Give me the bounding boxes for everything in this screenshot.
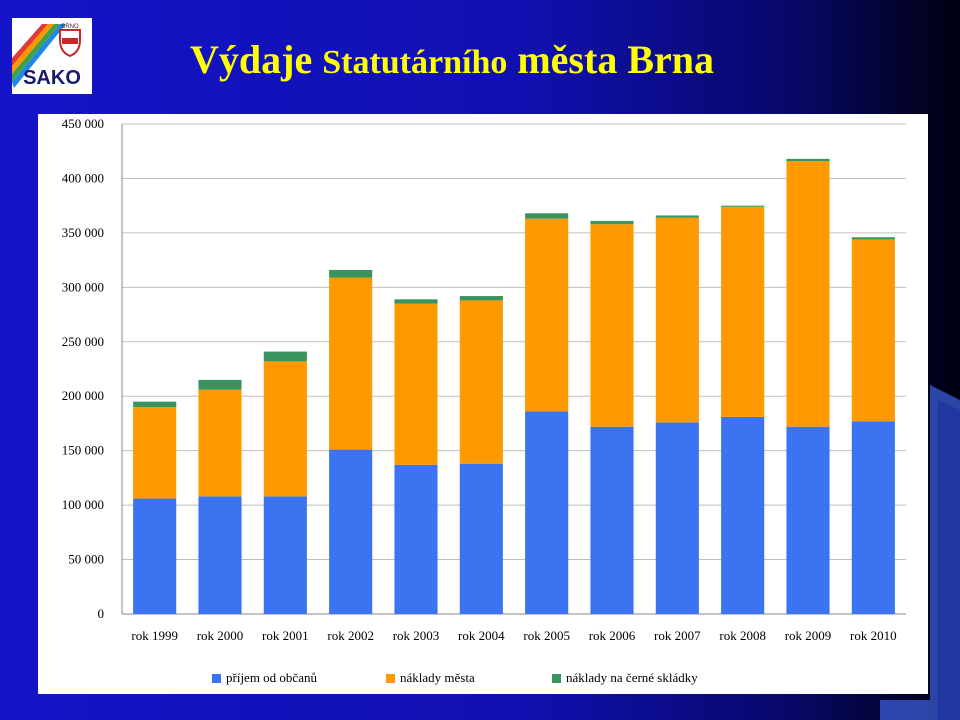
bar-segment-1: [459, 463, 503, 614]
legend-label: náklady města: [400, 670, 475, 685]
bar-segment-1: [655, 422, 699, 614]
legend-label: příjem od občanů: [226, 670, 317, 685]
y-tick-label: 450 000: [62, 116, 104, 131]
bar-segment-3: [394, 299, 438, 304]
bar-segment-2: [655, 217, 699, 423]
chart-area: 0 50 000 100 000 150 000 200 000 250 000 300 0…: [38, 114, 928, 694]
y-tick-label: 50 000: [68, 552, 104, 567]
bar-segment-2: [263, 361, 307, 497]
logo-subtext: BRNO: [61, 24, 79, 30]
legend-label: náklady na černé skládky: [566, 670, 698, 685]
sako-logo: BRNO SAKO: [12, 18, 92, 94]
title-part-2: Statutárního: [322, 44, 508, 81]
logo-text: SAKO: [23, 67, 81, 89]
x-tick-label: rok 2000: [197, 628, 244, 643]
chart-legend: příjem od občanů náklady města náklady na …: [38, 670, 928, 690]
y-tick-label: 250 000: [62, 334, 104, 349]
bar-segment-2: [721, 206, 765, 417]
bar-segment-3: [721, 205, 765, 207]
legend-swatch: [552, 673, 561, 683]
y-tick-label: 350 000: [62, 225, 104, 240]
legend-swatch: [386, 673, 395, 683]
bar-segment-1: [329, 449, 373, 614]
title-part-1: Výdaje: [190, 37, 313, 82]
bar-segment-1: [394, 464, 438, 614]
bar-segment-3: [329, 269, 373, 278]
bar-segment-1: [590, 426, 634, 614]
legend-item: příjem od občanů: [212, 670, 317, 686]
x-tick-label: rok 2001: [262, 628, 309, 643]
bar-segment-3: [590, 220, 634, 225]
bar-segment-3: [263, 351, 307, 362]
bar-segment-2: [133, 407, 177, 499]
y-tick-label: 100 000: [62, 497, 104, 512]
y-tick-label: 150 000: [62, 443, 104, 458]
bar-segment-1: [525, 411, 569, 614]
bar-segment-3: [198, 379, 242, 390]
bar-segment-1: [721, 416, 765, 614]
bar-segment-3: [786, 158, 830, 162]
x-tick-label: rok 2007: [654, 628, 701, 643]
x-tick-label: rok 1999: [131, 628, 178, 643]
stacked-bar-chart: 0 50 000 100 000 150 000 200 000 250 000 300 0…: [62, 116, 906, 643]
legend-item: náklady města: [386, 670, 475, 686]
bar-segment-1: [263, 496, 307, 614]
y-tick-label: 400 000: [62, 170, 104, 185]
bar-segment-2: [851, 239, 895, 422]
y-tick-label: 300 000: [62, 279, 104, 294]
y-tick-label: 200 000: [62, 388, 104, 403]
x-tick-label: rok 2009: [785, 628, 832, 643]
x-tick-label: rok 2006: [589, 628, 636, 643]
bar-segment-2: [525, 218, 569, 412]
x-tick-label: rok 2008: [719, 628, 766, 643]
bar-segment-2: [590, 224, 634, 427]
bar-segment-2: [329, 277, 373, 450]
bar-segment-2: [394, 303, 438, 465]
slide-title: Výdaje Statutárního města Brna: [190, 34, 714, 89]
y-tick-label: 0: [98, 606, 105, 621]
bar-segment-1: [198, 496, 242, 614]
bar-segment-2: [786, 161, 830, 427]
legend-swatch: [212, 673, 221, 683]
x-tick-label: rok 2005: [523, 628, 570, 643]
bar-segment-3: [459, 296, 503, 301]
bar-segment-3: [525, 213, 569, 219]
title-part-3: města Brna: [517, 37, 714, 82]
bar-segment-1: [851, 421, 895, 614]
bar-segment-1: [133, 498, 177, 614]
bar-segment-3: [655, 215, 699, 218]
bar-segment-3: [851, 237, 895, 240]
x-tick-label: rok 2010: [850, 628, 897, 643]
x-tick-label: rok 2004: [458, 628, 505, 643]
x-tick-label: rok 2003: [393, 628, 440, 643]
bar-segment-1: [786, 426, 830, 614]
x-tick-label: rok 2002: [327, 628, 374, 643]
bar-segment-2: [459, 300, 503, 464]
bar-segment-3: [133, 401, 177, 408]
legend-item: náklady na černé skládky: [552, 670, 698, 686]
bar-segment-2: [198, 389, 242, 497]
